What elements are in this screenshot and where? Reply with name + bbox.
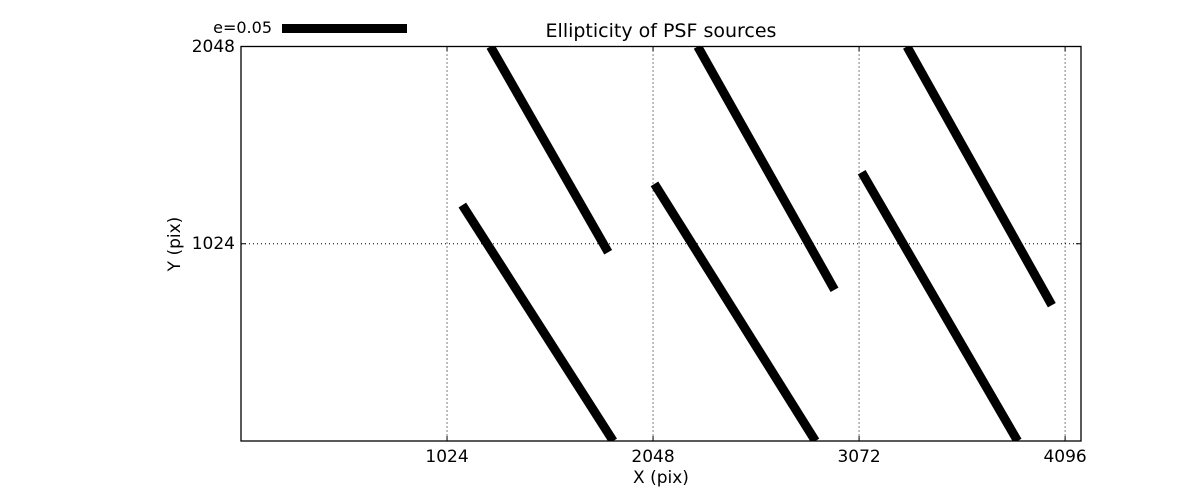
ellipticity-whisker xyxy=(650,181,820,441)
y-tick-label: 1024 xyxy=(191,233,235,254)
whisker-series xyxy=(458,46,1056,441)
ellipticity-whisker xyxy=(903,46,1056,308)
x-tick-label: 4096 xyxy=(1043,447,1087,467)
legend-ellipticity-bar xyxy=(282,24,407,33)
y-tick-label: 2048 xyxy=(191,36,235,57)
ellipticity-whisker xyxy=(857,170,1022,441)
ellipticity-whisker xyxy=(693,46,839,292)
x-tick-label: 2048 xyxy=(631,447,675,467)
x-tick-label: 1024 xyxy=(425,447,469,467)
ellipticity-whisker xyxy=(486,46,613,255)
chart-title: Ellipticity of PSF sources xyxy=(545,20,777,42)
legend-label: e=0.05 xyxy=(213,18,272,37)
x-tick-label: 3072 xyxy=(837,447,881,467)
ellipticity-whisker xyxy=(458,202,618,441)
x-axis-label: X (pix) xyxy=(633,468,689,488)
axes-frame xyxy=(240,45,1082,442)
